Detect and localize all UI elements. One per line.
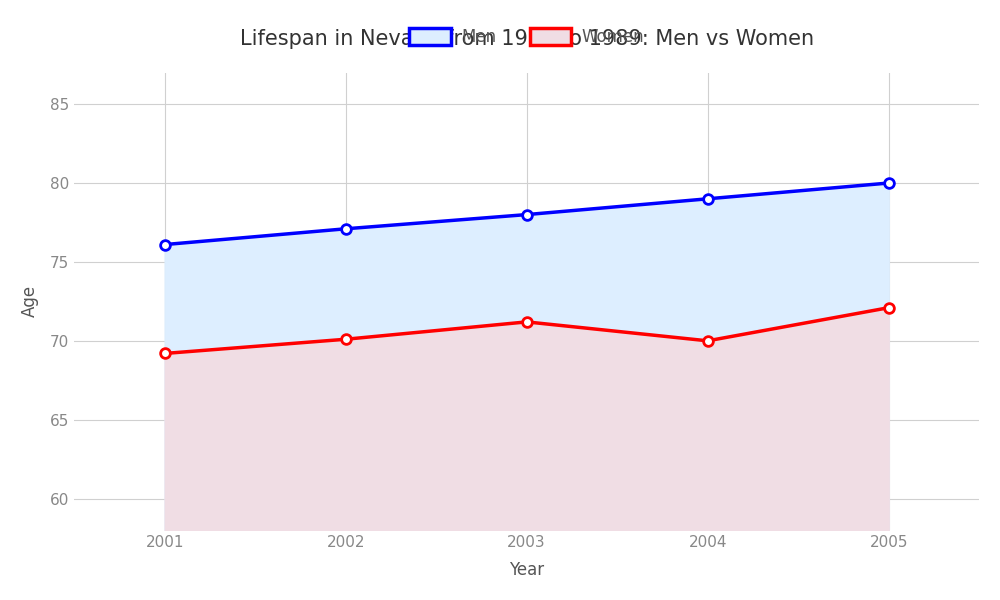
Title: Lifespan in Nevada from 1967 to 1989: Men vs Women: Lifespan in Nevada from 1967 to 1989: Me… xyxy=(240,29,814,49)
X-axis label: Year: Year xyxy=(509,561,544,579)
Y-axis label: Age: Age xyxy=(21,286,39,317)
Legend: Men, Women: Men, Women xyxy=(403,22,651,53)
